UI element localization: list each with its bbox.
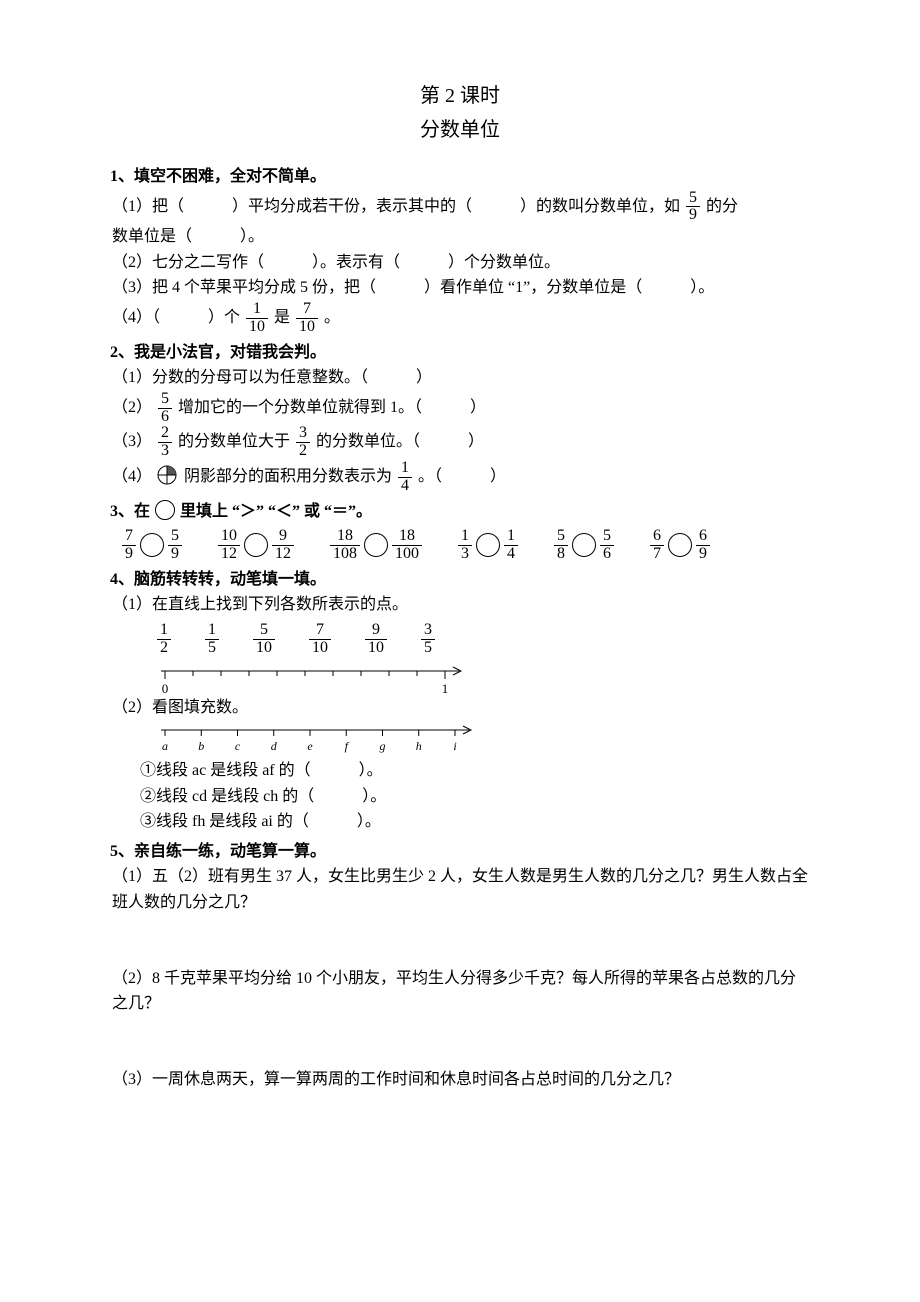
fraction: 69 (696, 528, 710, 563)
s1-q3: （3）把 4 个苹果平均分成 5 份，把（ ）看作单位 “1”，分数单位是（ ）… (112, 275, 810, 301)
fraction: 15 (205, 622, 219, 657)
fraction: 710 (309, 622, 331, 657)
text: 增加它的一个分数单位就得到 1。（ ） (178, 399, 486, 416)
svg-text:e: e (307, 739, 313, 753)
blank-circle-icon (572, 533, 596, 557)
s4-sub-item: ②线段 cd 是线段 ch 的（ ）。 (140, 784, 810, 810)
svg-text:h: h (416, 739, 422, 753)
s2-q1: （1）分数的分母可以为任意整数。（ ） (112, 365, 810, 391)
s1-q1-cont: 数单位是（ ）。 (112, 224, 810, 250)
text: 是 (274, 309, 290, 326)
fraction: 910 (365, 622, 387, 657)
text: 3、在 (110, 503, 150, 520)
blank-circle-icon (140, 533, 164, 557)
svg-text:g: g (380, 739, 386, 753)
blank-circle-icon (155, 500, 175, 520)
s1-q4: （4）（ ）个 110 是 710 。 (112, 301, 810, 336)
s4-sub-item: ③线段 fh 是线段 ai 的（ ）。 (140, 809, 810, 835)
text: 阴影部分的面积用分数表示为 (184, 468, 392, 485)
blank-circle-icon (244, 533, 268, 557)
fraction: 13 (458, 528, 472, 563)
s4-fractions-row: 12 15 510 710 910 35 (155, 622, 810, 657)
fraction: 1012 (218, 528, 240, 563)
fraction: 56 (158, 391, 172, 426)
text: （4）（ ）个 (112, 309, 240, 326)
svg-text:c: c (235, 739, 241, 753)
text: 的分数单位大于 (178, 433, 290, 450)
blank-circle-icon (476, 533, 500, 557)
fraction: 67 (650, 528, 664, 563)
section-3-head: 3、在 里填上 “＞” “＜” 或 “＝”。 (110, 499, 810, 525)
blank-circle-icon (364, 533, 388, 557)
s4-sub-list: ①线段 ac 是线段 af 的（ ）。②线段 cd 是线段 ch 的（ ）。③线… (138, 758, 810, 835)
fraction: 58 (554, 528, 568, 563)
lesson-title: 第 2 课时 (110, 80, 810, 112)
text: （3） (112, 433, 152, 450)
text: （2） (112, 399, 152, 416)
comparison-item: 13 14 (456, 528, 520, 563)
fraction: 59 (686, 190, 700, 225)
text: 。（ ） (418, 468, 506, 485)
svg-text:d: d (271, 739, 278, 753)
fraction: 56 (600, 528, 614, 563)
fraction: 14 (504, 528, 518, 563)
fraction: 32 (296, 425, 310, 460)
fraction: 18100 (392, 528, 422, 563)
fraction: 79 (122, 528, 136, 563)
section-1-head: 1、填空不困难，全对不简单。 (110, 164, 810, 190)
svg-text:i: i (453, 739, 456, 753)
quarter-circle-icon (156, 464, 178, 486)
s4-q1: （1）在直线上找到下列各数所表示的点。 (112, 592, 810, 618)
s2-q2: （2） 56 增加它的一个分数单位就得到 1。（ ） (112, 391, 810, 426)
text: 的分数单位。（ ） (316, 433, 484, 450)
s5-q1: （1）五（2）班有男生 37 人，女生比男生少 2 人，女生人数是男生人数的几分… (112, 864, 810, 915)
svg-text:a: a (162, 739, 168, 753)
s3-comparison-row: 79 59 1012 912 18108 18100 13 14 58 56 67 69 (120, 528, 810, 563)
fraction: 14 (398, 460, 412, 495)
s5-q3: （3）一周休息两天，算一算两周的工作时间和休息时间各占总时间的几分之几？ (112, 1067, 810, 1093)
svg-text:1: 1 (442, 681, 449, 695)
text: （4） (112, 468, 152, 485)
fraction: 110 (246, 301, 268, 336)
s2-q4: （4） 阴影部分的面积用分数表示为 14 。（ ） (112, 460, 810, 495)
s1-q1: （1）把（ ）平均分成若干份，表示其中的（ ）的数叫分数单位，如 59 的分 (112, 190, 810, 225)
blank-circle-icon (668, 533, 692, 557)
fraction: 18108 (330, 528, 360, 563)
fraction: 35 (421, 622, 435, 657)
s4-sub-item: ①线段 ac 是线段 af 的（ ）。 (140, 758, 810, 784)
fraction: 59 (168, 528, 182, 563)
svg-text:0: 0 (162, 681, 169, 695)
text: 的分 (706, 198, 738, 215)
text: （1）把（ ）平均分成若干份，表示其中的（ ）的数叫分数单位，如 (112, 198, 680, 215)
text: 里填上 “＞” “＜” 或 “＝”。 (180, 503, 372, 520)
comparison-item: 18108 18100 (328, 528, 424, 563)
svg-text:b: b (198, 739, 204, 753)
comparison-item: 58 56 (552, 528, 616, 563)
number-line-1: 01 (155, 659, 810, 695)
fraction: 710 (296, 301, 318, 336)
comparison-item: 1012 912 (216, 528, 296, 563)
section-2-head: 2、我是小法官，对错我会判。 (110, 340, 810, 366)
s5-q2: （2）8 千克苹果平均分给 10 个小朋友，平均生人分得多少千克？每人所得的苹果… (112, 966, 810, 1017)
fraction: 912 (272, 528, 294, 563)
comparison-item: 67 69 (648, 528, 712, 563)
section-4-head: 4、脑筋转转转，动笔填一填。 (110, 567, 810, 593)
fraction: 510 (253, 622, 275, 657)
s1-q2: （2）七分之二写作（ ）。表示有（ ）个分数单位。 (112, 250, 810, 276)
svg-text:f: f (345, 739, 350, 753)
comparison-item: 79 59 (120, 528, 184, 563)
text: 。 (324, 309, 340, 326)
s2-q3: （3） 23 的分数单位大于 32 的分数单位。（ ） (112, 425, 810, 460)
fraction: 23 (158, 425, 172, 460)
s4-q2: （2）看图填充数。 (112, 695, 810, 721)
lesson-subtitle: 分数单位 (110, 114, 810, 146)
number-line-2: a b c d e f g h i (155, 720, 810, 758)
fraction: 12 (157, 622, 171, 657)
section-5-head: 5、亲自练一练，动笔算一算。 (110, 839, 810, 865)
